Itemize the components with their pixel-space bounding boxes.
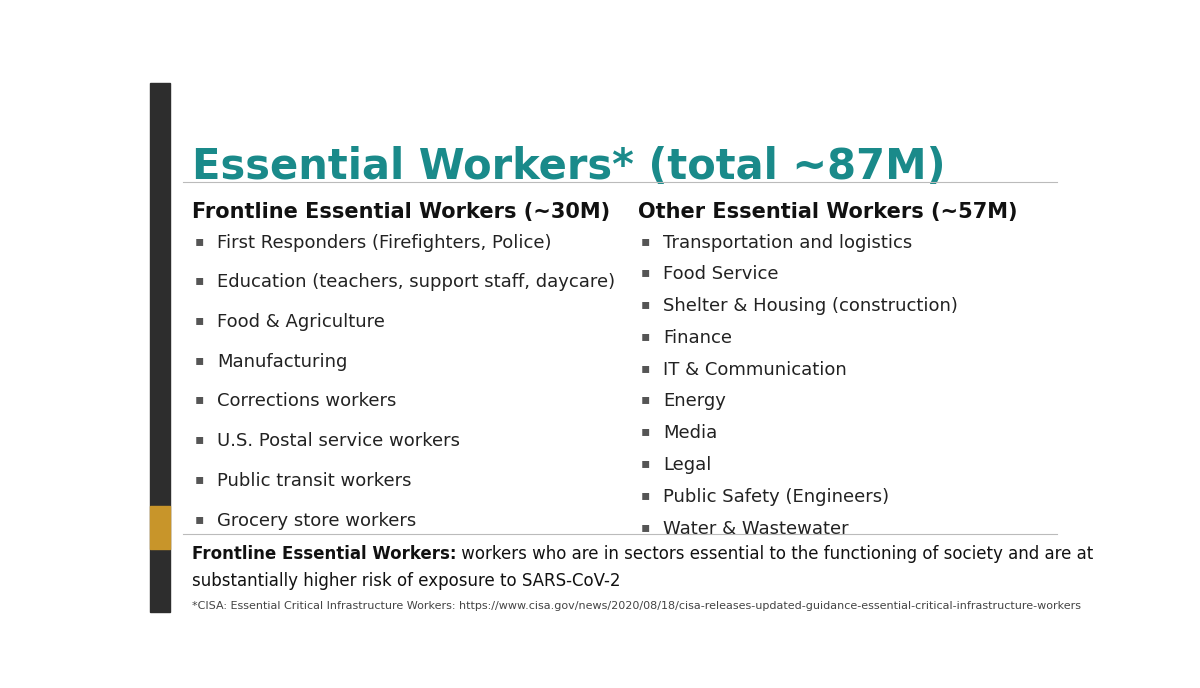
Text: Frontline Essential Workers:: Frontline Essential Workers: xyxy=(192,544,456,563)
Text: Frontline Essential Workers (~30M): Frontline Essential Workers (~30M) xyxy=(192,202,610,222)
Text: Food & Agriculture: Food & Agriculture xyxy=(217,313,385,331)
Text: ▪: ▪ xyxy=(194,512,204,526)
Text: IT & Communication: IT & Communication xyxy=(664,361,847,378)
Text: Education (teachers, support staff, daycare): Education (teachers, support staff, dayc… xyxy=(217,273,616,291)
Text: Public Safety (Engineers): Public Safety (Engineers) xyxy=(664,488,889,506)
Text: Public transit workers: Public transit workers xyxy=(217,472,412,490)
Text: Media: Media xyxy=(664,424,718,442)
Text: Corrections workers: Corrections workers xyxy=(217,392,396,411)
Text: ▪: ▪ xyxy=(641,456,650,470)
Text: ▪: ▪ xyxy=(194,313,204,327)
Text: Manufacturing: Manufacturing xyxy=(217,353,347,371)
Text: ▪: ▪ xyxy=(641,361,650,375)
Text: ▪: ▪ xyxy=(194,233,204,248)
Text: ▪: ▪ xyxy=(641,519,650,534)
Bar xyxy=(150,83,170,612)
Text: ▪: ▪ xyxy=(194,392,204,407)
Text: ▪: ▪ xyxy=(641,424,650,438)
Text: Energy: Energy xyxy=(664,392,726,411)
Text: Water & Wastewater: Water & Wastewater xyxy=(664,519,848,537)
Text: ▪: ▪ xyxy=(641,392,650,407)
Text: ▪: ▪ xyxy=(641,266,650,279)
Text: ▪: ▪ xyxy=(194,432,204,447)
Text: ▪: ▪ xyxy=(641,233,650,248)
Text: Essential Workers* (total ~87M): Essential Workers* (total ~87M) xyxy=(192,146,946,188)
Text: ▪: ▪ xyxy=(641,488,650,502)
Text: Food Service: Food Service xyxy=(664,266,779,283)
Text: ▪: ▪ xyxy=(194,472,204,486)
Text: First Responders (Firefighters, Police): First Responders (Firefighters, Police) xyxy=(217,233,552,252)
Text: ▪: ▪ xyxy=(641,297,650,311)
Text: *CISA: Essential Critical Infrastructure Workers: https://www.cisa.gov/news/2020: *CISA: Essential Critical Infrastructure… xyxy=(192,601,1081,611)
Bar xyxy=(150,506,170,549)
Text: Legal: Legal xyxy=(664,456,712,474)
Text: substantially higher risk of exposure to SARS-CoV-2: substantially higher risk of exposure to… xyxy=(192,572,620,590)
Text: Shelter & Housing (construction): Shelter & Housing (construction) xyxy=(664,297,959,315)
Text: ▪: ▪ xyxy=(641,329,650,343)
Text: Grocery store workers: Grocery store workers xyxy=(217,512,416,530)
Text: Transportation and logistics: Transportation and logistics xyxy=(664,233,913,252)
Text: workers who are in sectors essential to the functioning of society and are at: workers who are in sectors essential to … xyxy=(456,544,1093,563)
Text: ▪: ▪ xyxy=(194,273,204,288)
Text: U.S. Postal service workers: U.S. Postal service workers xyxy=(217,432,460,450)
Text: Other Essential Workers (~57M): Other Essential Workers (~57M) xyxy=(638,202,1018,222)
Text: Finance: Finance xyxy=(664,329,732,347)
Text: ▪: ▪ xyxy=(194,353,204,367)
